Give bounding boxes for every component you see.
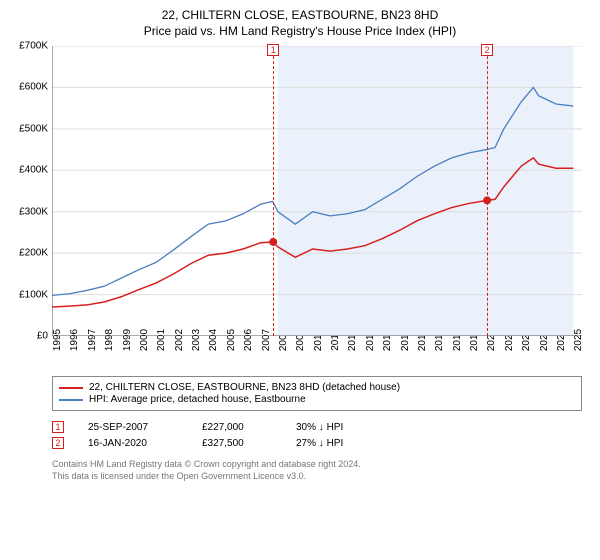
sales-table: 1 25-SEP-2007 £227,000 30% ↓ HPI 2 16-JAN-202… bbox=[52, 421, 590, 449]
y-axis-label: £600K bbox=[19, 82, 48, 93]
sale-row: 2 16-JAN-2020 £327,500 27% ↓ HPI bbox=[52, 437, 590, 449]
sale-marker-label: 1 bbox=[267, 44, 279, 56]
y-axis-label: £0 bbox=[37, 331, 48, 342]
y-axis-label: £100K bbox=[19, 289, 48, 300]
sale-price: £227,000 bbox=[202, 422, 272, 433]
footer-attribution: Contains HM Land Registry data © Crown c… bbox=[52, 459, 590, 482]
y-axis-label: £400K bbox=[19, 165, 48, 176]
sale-date: 16-JAN-2020 bbox=[88, 438, 178, 449]
sale-marker-icon: 1 bbox=[52, 421, 64, 433]
sale-marker-label: 2 bbox=[481, 44, 493, 56]
chart-svg bbox=[52, 46, 582, 336]
sale-price: £327,500 bbox=[202, 438, 272, 449]
legend-label: HPI: Average price, detached house, East… bbox=[89, 394, 306, 405]
legend-row: 22, CHILTERN CLOSE, EASTBOURNE, BN23 8HD… bbox=[59, 382, 575, 393]
legend-label: 22, CHILTERN CLOSE, EASTBOURNE, BN23 8HD… bbox=[89, 382, 400, 393]
y-axis-label: £500K bbox=[19, 123, 48, 134]
y-axis-label: £300K bbox=[19, 206, 48, 217]
legend-swatch bbox=[59, 399, 83, 401]
chart-subtitle: Price paid vs. HM Land Registry's House … bbox=[10, 24, 590, 38]
sale-diff: 30% ↓ HPI bbox=[296, 422, 376, 433]
sale-row: 1 25-SEP-2007 £227,000 30% ↓ HPI bbox=[52, 421, 590, 433]
sale-vline bbox=[487, 46, 488, 336]
chart-title: 22, CHILTERN CLOSE, EASTBOURNE, BN23 8HD bbox=[10, 8, 590, 22]
footer-line-2: This data is licensed under the Open Gov… bbox=[52, 471, 590, 483]
chart-container: 22, CHILTERN CLOSE, EASTBOURNE, BN23 8HD… bbox=[0, 0, 600, 560]
y-axis-label: £700K bbox=[19, 41, 48, 52]
legend: 22, CHILTERN CLOSE, EASTBOURNE, BN23 8HD… bbox=[52, 376, 582, 411]
legend-swatch bbox=[59, 387, 83, 389]
footer-line-1: Contains HM Land Registry data © Crown c… bbox=[52, 459, 590, 471]
sale-vline bbox=[273, 46, 274, 336]
sale-date: 25-SEP-2007 bbox=[88, 422, 178, 433]
sale-marker-icon: 2 bbox=[52, 437, 64, 449]
plot-area: £0£100K£200K£300K£400K£500K£600K£700K199… bbox=[52, 46, 582, 336]
sale-diff: 27% ↓ HPI bbox=[296, 438, 376, 449]
legend-row: HPI: Average price, detached house, East… bbox=[59, 394, 575, 405]
y-axis-label: £200K bbox=[19, 248, 48, 259]
